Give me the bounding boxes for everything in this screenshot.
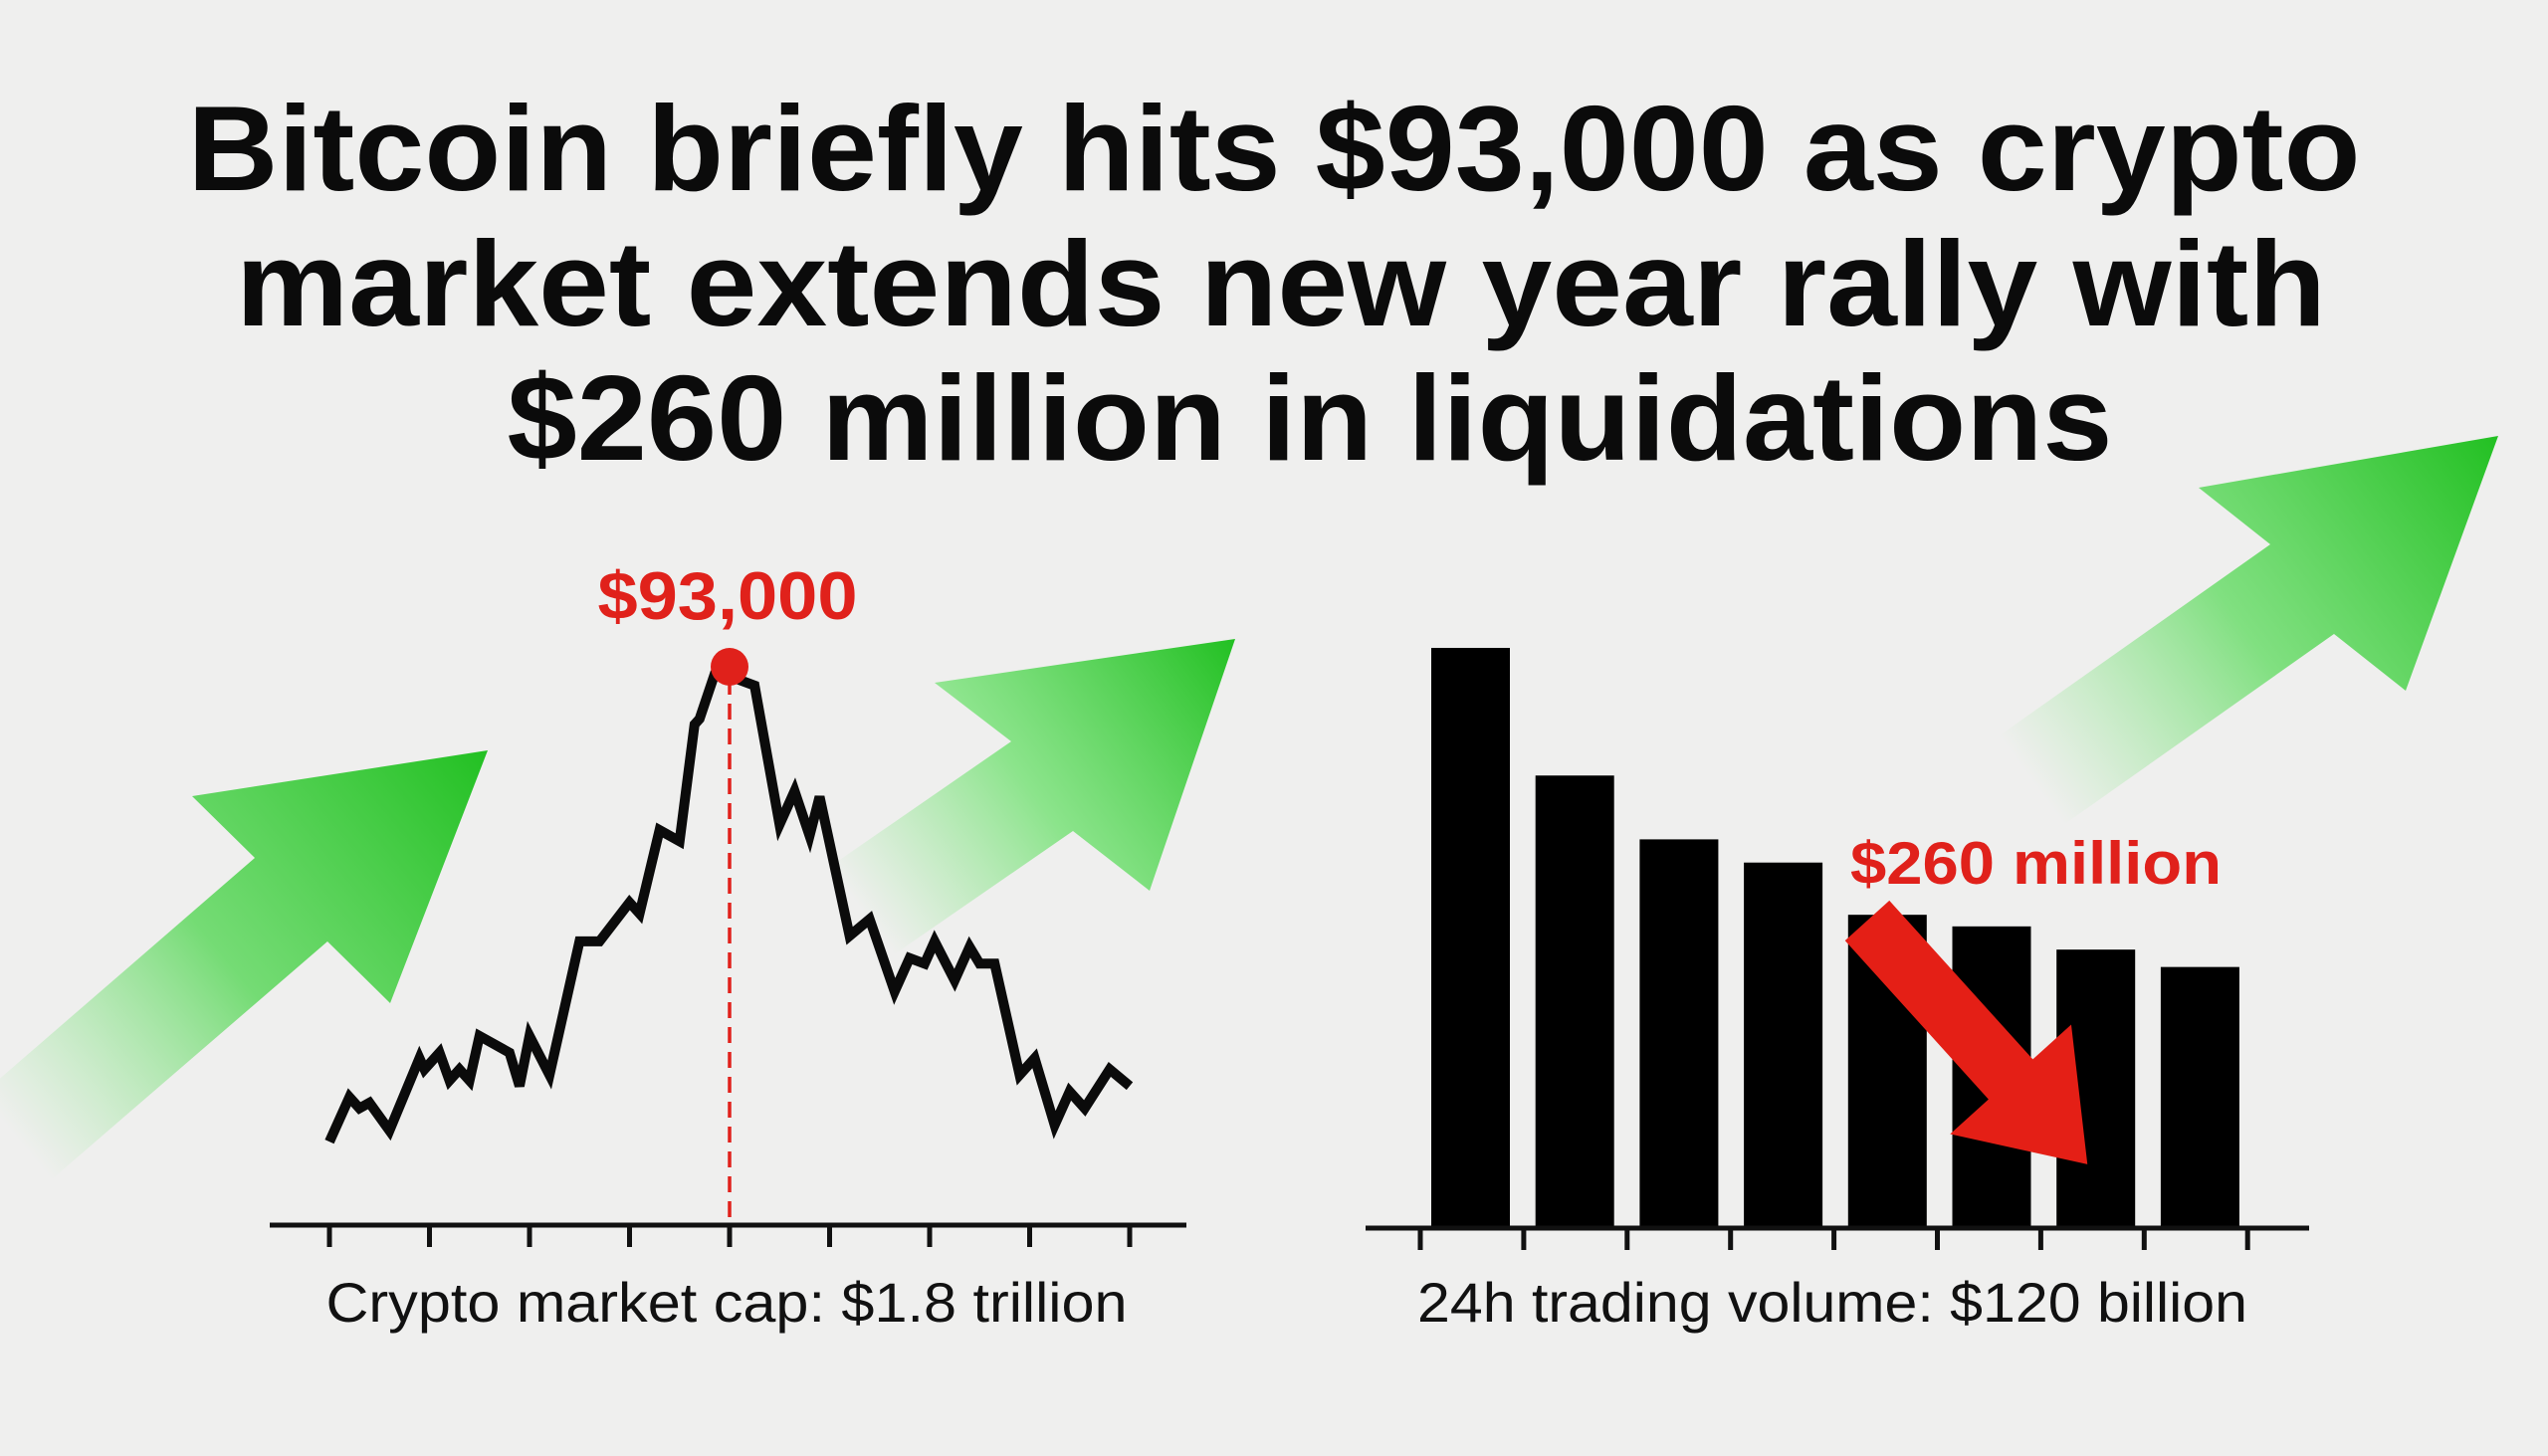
bar-4 — [1744, 862, 1823, 1228]
x-axis-ticks — [1417, 1228, 2250, 1250]
trading-volume-bar-chart: $260 million 24h trading volume: $120 bi… — [1366, 648, 2309, 1334]
bar-3 — [1639, 839, 1719, 1228]
peak-point — [711, 648, 748, 686]
trend-up-arrow-icon — [831, 639, 1235, 955]
headline-line-1: Bitcoin briefly hits $93,000 as crypto — [188, 81, 2361, 216]
trading-volume-caption: 24h trading volume: $120 billion — [1417, 1271, 2247, 1334]
headline: Bitcoin briefly hits $93,000 as crypto m… — [188, 81, 2361, 486]
headline-line-2: market extends new year rally with — [236, 216, 2326, 351]
liquidations-label: $260 million — [1850, 830, 2222, 897]
market-cap-caption: Crypto market cap: $1.8 trillion — [326, 1271, 1128, 1334]
trend-up-arrow-icon — [0, 750, 488, 1179]
bars — [1431, 648, 2239, 1228]
peak-price-label: $93,000 — [598, 558, 858, 634]
x-axis-ticks — [326, 1225, 1133, 1247]
trend-down-arrow-icon — [1844, 900, 2088, 1164]
trend-up-arrow-icon — [2000, 436, 2498, 825]
bar-8 — [2160, 966, 2239, 1228]
bar-1 — [1431, 648, 1510, 1228]
bar-2 — [1535, 775, 1614, 1228]
headline-line-3: $260 million in liquidations — [508, 350, 2113, 486]
market-cap-line-chart: $93,000 Crypto market cap: $1.8 trillion — [270, 558, 1186, 1334]
